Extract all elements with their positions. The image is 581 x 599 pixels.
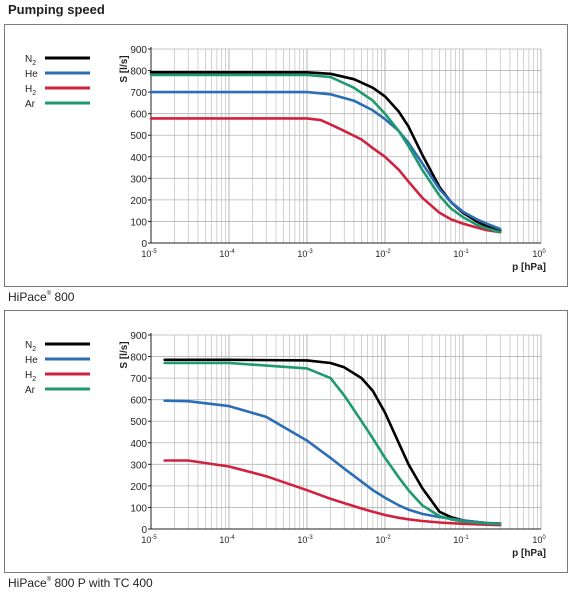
chart-panel-hipace-800p: 0 100 200 300 400 500 600 700 800 900 10-5 10-4 10-3… — [4, 310, 568, 573]
x-tick-label: 100 — [532, 535, 546, 545]
x-tick-label: 10-5 — [141, 535, 157, 545]
y-tick-label: 900 — [130, 45, 147, 56]
chart-caption-1: HiPace® 800 — [8, 290, 74, 304]
y-axis-label: S [l/s] — [119, 341, 130, 368]
x-tick-label: 10-1 — [453, 535, 469, 545]
grid-lines — [150, 334, 542, 530]
y-tick-label: 0 — [141, 239, 147, 250]
y-tick-label: 600 — [130, 396, 147, 407]
legend-label-ar: Ar — [25, 99, 36, 110]
x-tick-label: 10-4 — [219, 535, 235, 545]
y-tick-label: 0 — [141, 525, 147, 536]
series-line-ar — [149, 73, 502, 234]
y-tick-label: 400 — [130, 439, 147, 450]
legend-label-he: He — [25, 355, 38, 366]
legend-label-he: He — [25, 69, 38, 80]
series-line-he — [149, 90, 502, 231]
registered-mark: ® — [46, 577, 52, 583]
series-line-h2 — [163, 459, 502, 527]
y-tick-label: 900 — [130, 331, 147, 342]
y-tick-label: 300 — [130, 460, 147, 471]
series-line-n2 — [149, 70, 502, 232]
legend-label-ar: Ar — [25, 385, 36, 396]
x-axis-label: p [hPa] — [512, 262, 546, 273]
y-tick-label: 400 — [130, 153, 147, 164]
y-tick-label: 100 — [130, 217, 147, 228]
caption-product-name: HiPace — [8, 576, 47, 590]
y-tick-label: 800 — [130, 353, 147, 364]
caption-model: 800 — [51, 290, 75, 304]
series-line-he — [163, 399, 502, 525]
y-axis-label: S [l/s] — [119, 55, 130, 82]
y-tick-label: 600 — [130, 110, 147, 121]
legend-label-n2: N2 — [25, 54, 36, 67]
y-tick-label: 200 — [130, 196, 147, 207]
x-tick-label: 10-3 — [297, 249, 313, 259]
y-tick-label: 500 — [130, 131, 147, 142]
caption-model: 800 P with TC 400 — [51, 576, 153, 590]
y-tick-label: 700 — [130, 374, 147, 385]
x-tick-label: 10-2 — [375, 535, 391, 545]
x-tick-label: 10-3 — [297, 535, 313, 545]
y-tick-label: 300 — [130, 174, 147, 185]
registered-mark: ® — [46, 291, 52, 297]
y-tick-label: 700 — [130, 88, 147, 99]
page-title: Pumping speed — [8, 2, 105, 17]
x-tick-label: 10-5 — [141, 249, 157, 259]
caption-product-name: HiPace — [8, 290, 47, 304]
y-tick-label: 200 — [130, 482, 147, 493]
x-tick-label: 10-4 — [219, 249, 235, 259]
legend-label-h2: H2 — [25, 370, 36, 383]
series-line-h2 — [149, 117, 502, 234]
x-tick-label: 10-1 — [453, 249, 469, 259]
pumping-speed-chart-1: 0 100 200 300 400 500 600 700 800 900 10-5 10-4 10-3… — [25, 45, 546, 273]
legend-label-h2: H2 — [25, 84, 36, 97]
y-tick-label: 800 — [130, 67, 147, 78]
chart-caption-2: HiPace® 800 P with TC 400 — [8, 576, 153, 590]
pumping-speed-chart-2: 0 100 200 300 400 500 600 700 800 900 10-5 10-4 10-3… — [25, 331, 546, 559]
x-tick-label: 10-2 — [375, 249, 391, 259]
x-tick-label: 100 — [532, 249, 546, 259]
series-line-ar — [163, 361, 502, 526]
y-tick-label: 100 — [130, 503, 147, 514]
legend-label-n2: N2 — [25, 340, 36, 353]
chart-panel-hipace-800: 0 100 200 300 400 500 600 700 800 900 10-5 10-4 10-3… — [4, 24, 568, 287]
x-axis-label: p [hPa] — [512, 548, 546, 559]
y-tick-label: 500 — [130, 417, 147, 428]
